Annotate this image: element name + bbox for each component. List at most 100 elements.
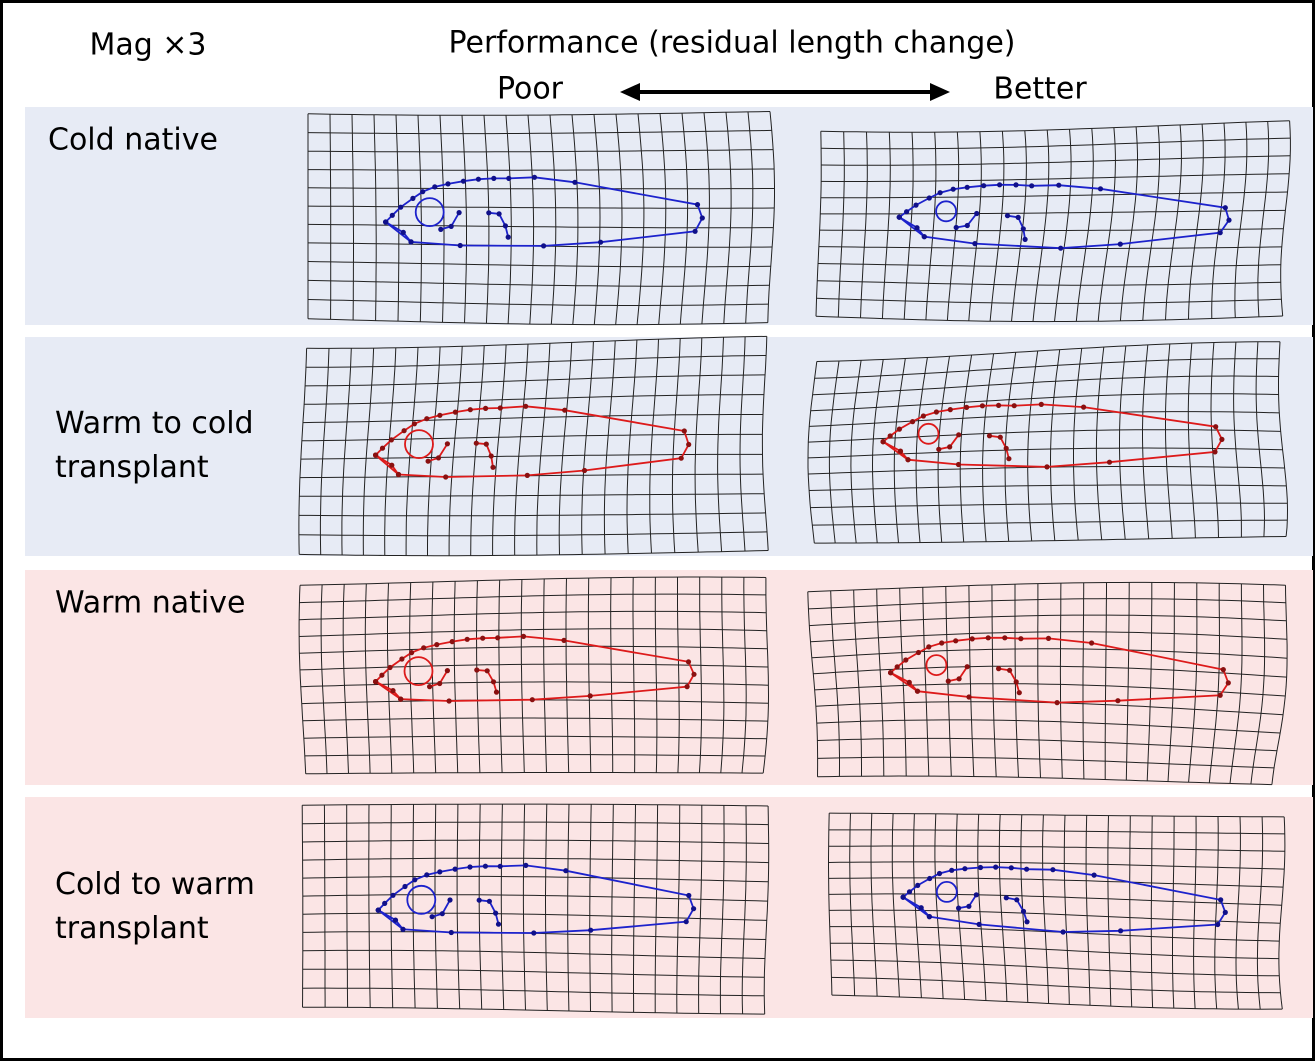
landmark	[495, 635, 500, 640]
landmark	[1213, 424, 1218, 429]
landmark	[905, 457, 910, 462]
landmark	[373, 453, 378, 458]
landmark	[468, 407, 473, 412]
landmark	[1039, 402, 1044, 407]
landmark	[1056, 183, 1061, 188]
landmark	[480, 636, 485, 641]
landmark	[490, 465, 495, 470]
landmark	[483, 406, 488, 411]
landmark	[1092, 873, 1097, 878]
landmark	[685, 684, 690, 689]
landmark	[443, 474, 448, 479]
landmark	[695, 202, 700, 207]
landmark	[907, 889, 912, 894]
landmark	[1058, 246, 1063, 251]
landmark	[1218, 230, 1223, 235]
landmark	[1221, 667, 1226, 672]
figure: Mag ×3 Performance (residual length chan…	[0, 0, 1315, 1061]
landmark	[1009, 865, 1014, 870]
landmark	[954, 225, 959, 230]
landmark	[434, 642, 439, 647]
landmark	[432, 184, 437, 189]
landmark	[483, 864, 488, 869]
landmark	[980, 403, 985, 408]
landmark	[927, 914, 932, 919]
landmark	[493, 911, 498, 916]
landmark	[965, 185, 970, 190]
landmark	[914, 225, 919, 230]
landmark	[974, 211, 979, 216]
landmark	[506, 176, 511, 181]
landmark	[496, 922, 501, 927]
landmark	[1004, 446, 1009, 451]
landmark	[1081, 405, 1086, 410]
landmark	[398, 205, 403, 210]
landmark	[1118, 242, 1123, 247]
landmark	[964, 405, 969, 410]
landmark	[396, 472, 401, 477]
landmark	[981, 183, 986, 188]
landmark	[956, 432, 961, 437]
landmark	[561, 638, 566, 643]
landmark	[412, 877, 417, 882]
landmark	[1017, 690, 1022, 695]
landmark	[1006, 456, 1011, 461]
landmark	[447, 698, 452, 703]
landmark	[1044, 464, 1049, 469]
landmark	[897, 427, 902, 432]
landmark	[532, 175, 537, 180]
landmark	[1218, 897, 1223, 902]
landmark	[476, 177, 481, 182]
landmark	[449, 224, 454, 229]
landmark	[437, 681, 442, 686]
landmark	[691, 672, 696, 677]
landmark	[1212, 449, 1217, 454]
landmark	[957, 676, 962, 681]
landmark	[897, 215, 902, 220]
better-label: Better	[993, 72, 1087, 107]
landmark	[1024, 919, 1029, 924]
landmark	[531, 930, 536, 935]
landmark	[474, 667, 479, 672]
landmark	[450, 639, 455, 644]
landmark	[686, 442, 691, 447]
landmark	[420, 189, 425, 194]
landmark	[541, 243, 546, 248]
row-label: Warm to cold	[55, 406, 254, 441]
landmark	[881, 439, 886, 444]
landmark	[506, 235, 511, 240]
landmark	[461, 179, 466, 184]
landmark	[1107, 460, 1112, 465]
landmark	[427, 684, 432, 689]
landmark	[939, 640, 944, 645]
landmark	[1218, 693, 1223, 698]
landmark	[972, 241, 977, 246]
landmark	[996, 666, 1001, 671]
landmark	[467, 864, 472, 869]
landmark	[588, 928, 593, 933]
landmark	[497, 211, 502, 216]
landmark	[401, 230, 406, 235]
landmark	[525, 473, 530, 478]
landmark	[563, 868, 568, 873]
landmark	[966, 904, 971, 909]
landmark	[477, 898, 482, 903]
landmark	[682, 428, 687, 433]
row-label: Cold native	[48, 123, 218, 158]
landmark	[438, 227, 443, 232]
landmark	[938, 190, 943, 195]
landmark	[412, 421, 417, 426]
landmark	[953, 638, 958, 643]
landmark	[962, 866, 967, 871]
landmark	[521, 634, 526, 639]
landmark	[400, 927, 405, 932]
landmark	[1014, 897, 1019, 902]
landmark	[379, 673, 384, 678]
landmark	[998, 435, 1003, 440]
landmark	[947, 444, 952, 449]
landmark	[679, 456, 684, 461]
landmark	[491, 679, 496, 684]
landmark	[1046, 636, 1051, 641]
landmark	[426, 459, 431, 464]
landmark	[987, 433, 992, 438]
